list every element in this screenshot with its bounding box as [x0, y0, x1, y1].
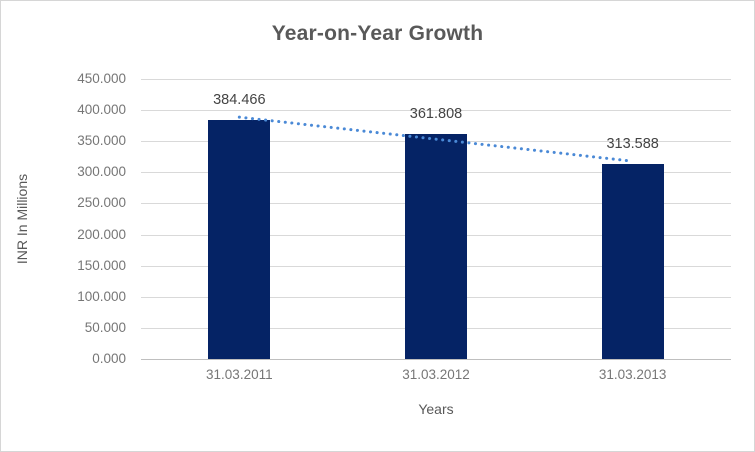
- y-tick-label: 100.000: [77, 288, 126, 304]
- x-tick-label: 31.03.2012: [402, 367, 470, 382]
- y-tick-label: 0.000: [92, 351, 126, 366]
- gridline: [141, 79, 731, 80]
- x-axis-line: [141, 359, 731, 360]
- y-tick-label: 350.000: [77, 133, 126, 149]
- y-tick-label: 150.000: [77, 257, 126, 273]
- y-tick-label: 400.000: [77, 102, 126, 118]
- bar: [405, 133, 467, 359]
- plot-area: 384.466 361.808 313.588: [141, 79, 731, 360]
- data-label: 313.588: [606, 135, 659, 152]
- trendline: [237, 115, 635, 163]
- x-tick-label: 31.03.2013: [598, 367, 667, 382]
- x-tick-label: 31.03.2011: [206, 367, 273, 382]
- y-tick-label: 50.000: [84, 319, 126, 335]
- y-tick-label: 250.000: [77, 195, 126, 211]
- gridline: [141, 110, 731, 112]
- data-label: 384.466: [213, 91, 266, 108]
- y-tick-label: 200.000: [77, 226, 126, 242]
- x-axis-title: Years: [418, 401, 454, 417]
- bar: [208, 119, 271, 359]
- bar: [601, 163, 664, 359]
- y-tick-label: 450.000: [77, 71, 126, 86]
- chart-title: Year-on-Year Growth: [271, 22, 484, 45]
- data-label: 361.808: [409, 105, 463, 122]
- y-tick-label: 300.000: [77, 164, 126, 180]
